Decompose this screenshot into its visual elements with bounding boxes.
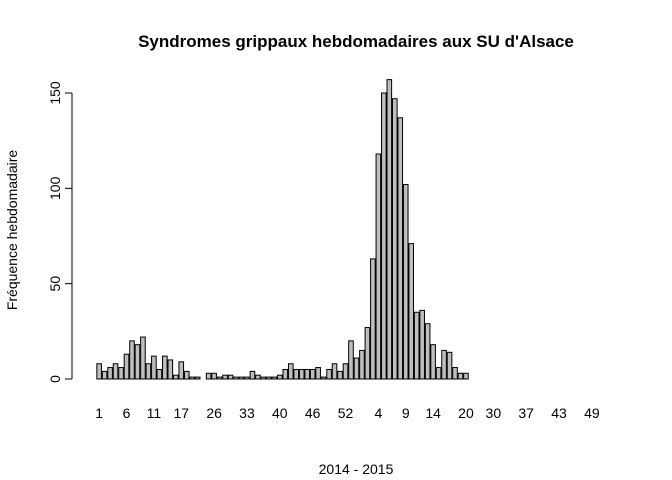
x-tick-label: 14 [425, 405, 441, 421]
bar [446, 351, 453, 380]
bar [304, 368, 310, 380]
bar [222, 374, 228, 380]
bar [156, 368, 163, 380]
bar [249, 370, 256, 380]
bar [189, 376, 196, 380]
bar [101, 370, 108, 380]
x-tick-label: 6 [123, 405, 131, 421]
y-axis-label: Fréquence hebdomadaire [4, 150, 20, 311]
bar [227, 374, 234, 380]
bar [315, 367, 321, 380]
bar [441, 349, 447, 380]
bar [370, 258, 376, 380]
bar [364, 327, 371, 380]
bar [408, 243, 415, 380]
bar [205, 372, 212, 380]
x-tick-label: 40 [272, 405, 288, 421]
bar [183, 370, 190, 380]
y-tick-label: 100 [47, 176, 63, 200]
x-tick-labels: 1 6 11 17 26 33 40 46 52 4 9 14 20 30 37 43 49 [95, 405, 600, 421]
bar [233, 376, 239, 380]
bar [134, 344, 141, 380]
bar [129, 340, 135, 380]
x-axis-label: 2014 - 2015 [319, 461, 394, 477]
bar [112, 363, 119, 380]
x-tick-label: 33 [239, 405, 255, 421]
bar [123, 353, 130, 380]
bar [118, 367, 124, 380]
x-tick-label: 26 [206, 405, 222, 421]
y-axis: 0 50 100 150 [47, 81, 73, 383]
bar [424, 323, 431, 380]
bar [145, 363, 152, 380]
bar [342, 363, 349, 380]
bar [96, 363, 102, 380]
y-tick-label: 0 [47, 375, 63, 383]
bar [331, 363, 338, 380]
bar [413, 311, 420, 380]
bar [430, 344, 436, 380]
bar [463, 372, 469, 380]
bar [140, 336, 146, 380]
bar [178, 361, 185, 380]
chart-title: Syndromes grippaux hebdomadaires aux SU … [138, 32, 574, 51]
y-tick-label: 150 [47, 81, 63, 105]
bar [452, 367, 458, 380]
bar [381, 92, 387, 380]
bar [271, 376, 278, 380]
bar [172, 374, 179, 380]
bar [194, 376, 201, 380]
y-tick-label: 50 [47, 276, 63, 292]
bar [151, 355, 157, 380]
x-tick-label: 46 [305, 405, 321, 421]
bar [457, 372, 464, 380]
x-tick-label: 1 [95, 405, 103, 421]
bar [359, 349, 365, 380]
bar [298, 368, 305, 380]
bar [386, 79, 393, 380]
bar [255, 374, 261, 380]
bar [326, 368, 332, 380]
x-tick-label: 30 [486, 405, 502, 421]
bar [309, 368, 316, 380]
bar [287, 363, 294, 380]
bar [391, 98, 398, 380]
bar [402, 184, 409, 380]
bar [337, 370, 343, 380]
bar [397, 117, 404, 380]
bar [277, 374, 283, 380]
bar [238, 376, 245, 380]
bar [266, 376, 272, 380]
x-tick-label: 49 [584, 405, 600, 421]
bar [244, 376, 250, 380]
x-tick-label: 52 [338, 405, 354, 421]
bar [353, 357, 360, 380]
bar-series [96, 79, 469, 380]
bar [211, 372, 217, 380]
x-tick-label: 43 [551, 405, 567, 421]
bar [167, 359, 174, 380]
bar [320, 376, 327, 380]
bar [162, 355, 168, 380]
x-tick-label: 9 [402, 405, 410, 421]
bar [260, 376, 267, 380]
bar [419, 309, 425, 380]
bar [375, 153, 382, 380]
bar [348, 340, 354, 380]
x-tick-label: 17 [173, 405, 189, 421]
bar [293, 368, 300, 380]
x-tick-label: 4 [374, 405, 382, 421]
bar [435, 367, 442, 380]
x-tick-label: 11 [147, 405, 162, 421]
bar [216, 376, 223, 380]
bar [282, 368, 289, 380]
x-tick-label: 37 [518, 405, 534, 421]
bar [107, 367, 113, 380]
x-tick-label: 20 [458, 405, 474, 421]
